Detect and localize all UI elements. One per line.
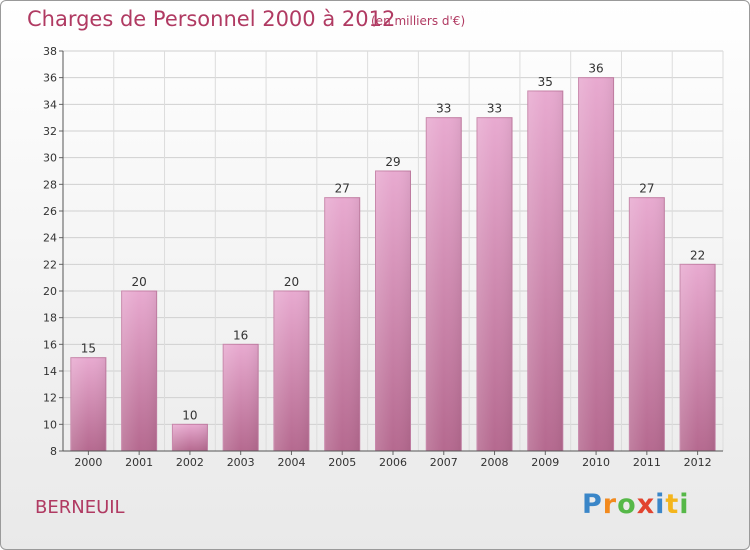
y-tick-label: 22: [43, 258, 57, 271]
data-label: 15: [81, 342, 96, 356]
data-label: 20: [132, 275, 147, 289]
chart-title: Charges de Personnel 2000 à 2012: [27, 7, 396, 31]
bar-shine: [70, 357, 106, 451]
bar-shine: [375, 171, 411, 451]
x-tick-label: 2007: [430, 456, 458, 469]
x-tick-label: 2008: [481, 456, 509, 469]
y-tick-label: 24: [43, 232, 57, 245]
data-label: 33: [436, 102, 451, 116]
bar-shine: [477, 117, 513, 452]
data-label: 22: [690, 248, 705, 262]
x-tick-label: 2001: [125, 456, 153, 469]
chart-subtitle: (en milliers d'€): [371, 14, 466, 28]
bar-shine: [121, 291, 157, 451]
bar-shine: [426, 117, 462, 452]
x-tick-label: 2011: [633, 456, 661, 469]
data-label: 33: [487, 102, 502, 116]
y-tick-label: 10: [43, 418, 57, 431]
bar-shine: [578, 77, 614, 452]
data-label: 27: [335, 182, 350, 196]
x-tick-label: 2004: [277, 456, 305, 469]
y-tick-label: 20: [43, 285, 57, 298]
x-tick-label: 2010: [582, 456, 610, 469]
data-label: 29: [385, 155, 400, 169]
bars: 15 20 10 16 20 27 29 33 33 35 36 27 22: [70, 62, 716, 452]
axes: 8 10 12 14 16 18 20 22 24 26 28 30 32 34 36 38 2000 2001 2…: [43, 45, 723, 469]
data-label: 36: [588, 62, 603, 76]
x-tick-label: 2002: [176, 456, 204, 469]
x-tick-label: 2000: [74, 456, 102, 469]
x-tick-label: 2006: [379, 456, 407, 469]
y-tick-label: 30: [43, 152, 57, 165]
bar-shine: [629, 197, 665, 451]
bar-shine: [680, 264, 716, 451]
y-tick-label: 12: [43, 392, 57, 405]
y-tick-label: 38: [43, 45, 57, 58]
y-tick-label: 28: [43, 178, 57, 191]
y-tick-label: 36: [43, 72, 57, 85]
data-label: 10: [182, 408, 197, 422]
x-tick-label: 2009: [531, 456, 559, 469]
data-label: 20: [284, 275, 299, 289]
proxiti-logo: Proxiti: [582, 489, 690, 520]
y-tick-label: 14: [43, 365, 57, 378]
x-tick-label: 2003: [227, 456, 255, 469]
y-tick-label: 8: [50, 445, 57, 458]
bar-shine: [273, 291, 309, 451]
bar-shine: [223, 344, 259, 451]
x-tick-label: 2012: [684, 456, 712, 469]
data-label: 16: [233, 328, 248, 342]
data-label: 35: [538, 75, 553, 89]
y-tick-label: 26: [43, 205, 57, 218]
data-label: 27: [639, 182, 654, 196]
bar-shine: [172, 424, 208, 451]
y-tick-label: 16: [43, 338, 57, 351]
bar-shine: [324, 197, 360, 451]
commune-name: BERNEUIL: [35, 497, 125, 518]
x-tick-label: 2005: [328, 456, 356, 469]
y-tick-label: 18: [43, 312, 57, 325]
y-tick-label: 32: [43, 125, 57, 138]
y-tick-label: 34: [43, 98, 57, 111]
bar-shine: [527, 91, 563, 451]
